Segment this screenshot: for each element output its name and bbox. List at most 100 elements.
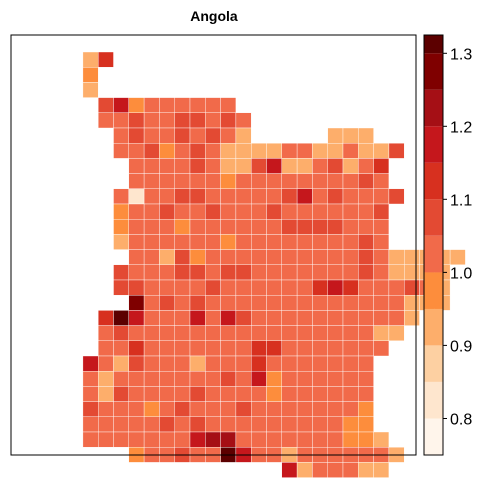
map-cell: [97, 325, 114, 342]
map-cell: [113, 218, 130, 235]
map-cell: [358, 249, 374, 266]
map-cell: [189, 142, 206, 159]
map-cell: [358, 371, 374, 387]
map-cell: [296, 249, 313, 266]
map-cell: [235, 401, 252, 418]
map-cell: [312, 188, 328, 205]
map-cell: [235, 234, 252, 250]
map-cell: [97, 97, 114, 113]
map-cell: [143, 295, 160, 311]
map-cell: [281, 416, 298, 433]
map-cell: [159, 158, 175, 174]
map-cell: [342, 295, 359, 311]
map-cell: [388, 249, 405, 266]
map-cell: [235, 431, 252, 448]
map-cell: [174, 249, 191, 266]
map-cell: [205, 264, 221, 281]
map-cell: [159, 279, 175, 296]
map-cell: [189, 127, 206, 144]
map-cell: [174, 325, 191, 342]
map-cell: [235, 127, 252, 144]
map-cell: [174, 188, 191, 205]
map-cell: [113, 340, 130, 357]
map-cell: [235, 386, 252, 402]
map-cell: [143, 218, 160, 235]
map-cell: [159, 401, 175, 418]
map-cell: [174, 310, 191, 326]
map-cell: [113, 203, 130, 220]
map-cell: [327, 249, 344, 266]
map-cell: [373, 158, 390, 174]
map-cell: [312, 158, 328, 174]
map-cell: [342, 218, 359, 235]
map-cell: [143, 234, 160, 250]
map-cell: [296, 279, 313, 296]
map-cell: [189, 234, 206, 250]
map-cell: [342, 279, 359, 296]
map-cell: [174, 112, 191, 129]
map-cell: [327, 264, 344, 281]
map-cell: [189, 249, 206, 266]
map-cell: [281, 401, 298, 418]
map-cell: [342, 371, 359, 387]
map-cell: [250, 173, 267, 190]
map-cell: [312, 264, 328, 281]
map-cell: [281, 310, 298, 326]
map-cell: [312, 355, 328, 372]
map-cell: [220, 249, 237, 266]
map-cell: [220, 355, 237, 372]
map-cell: [266, 325, 283, 342]
map-cell: [205, 340, 221, 357]
map-cell: [342, 249, 359, 266]
map-cell: [189, 188, 206, 205]
map-cell: [342, 431, 359, 448]
map-cell: [128, 371, 145, 387]
map-cell: [327, 234, 344, 250]
map-cell: [250, 158, 267, 174]
map-cell: [113, 310, 130, 326]
map-cell: [205, 371, 221, 387]
map-cell: [220, 158, 237, 174]
map-cell: [327, 431, 344, 448]
map-cell: [143, 158, 160, 174]
map-cell: [82, 51, 99, 68]
map-cell: [312, 173, 328, 190]
legend-swatch: [424, 35, 443, 54]
map-cell: [113, 264, 130, 281]
map-cell: [220, 112, 237, 129]
map-cell: [189, 371, 206, 387]
map-cell: [358, 188, 374, 205]
map-cell: [143, 325, 160, 342]
map-cell: [266, 295, 283, 311]
map-cell: [220, 173, 237, 190]
legend-swatch: [424, 418, 443, 455]
map-cell: [143, 310, 160, 326]
map-cell: [388, 310, 405, 326]
map-cell: [205, 416, 221, 433]
map-cell: [128, 264, 145, 281]
map-cell: [189, 158, 206, 174]
map-cell: [312, 416, 328, 433]
map-cell: [97, 401, 114, 418]
map-cell: [159, 310, 175, 326]
map-cell: [373, 431, 390, 448]
map-cell: [296, 218, 313, 235]
map-cell: [82, 416, 99, 433]
map-cell: [327, 340, 344, 357]
map-cell: [174, 173, 191, 190]
map-cell: [220, 188, 237, 205]
map-cell: [174, 295, 191, 311]
map-cell: [189, 386, 206, 402]
map-cell: [404, 295, 420, 311]
map-cell: [113, 127, 130, 144]
map-cell: [250, 264, 267, 281]
map-cell: [189, 355, 206, 372]
map-cell: [342, 142, 359, 159]
map-cell: [143, 355, 160, 372]
map-cell: [174, 218, 191, 235]
map-cell: [205, 310, 221, 326]
map-cell: [128, 158, 145, 174]
map-cell: [342, 416, 359, 433]
map-cell: [82, 82, 99, 98]
map-cell: [281, 325, 298, 342]
